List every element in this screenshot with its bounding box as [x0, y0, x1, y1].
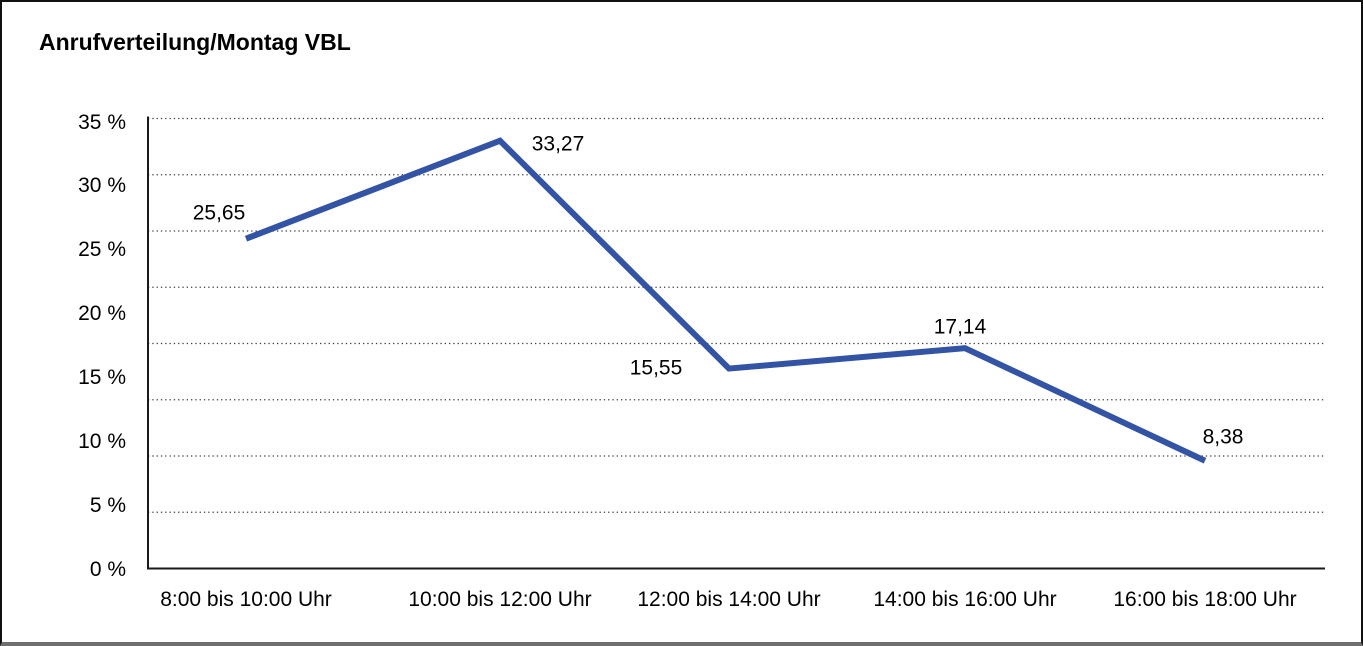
- chart-title: Anrufverteilung/Montag VBL: [39, 29, 351, 55]
- y-axis-tick-label: 0 %: [89, 557, 126, 581]
- data-point-label: 25,65: [192, 201, 246, 225]
- x-axis-category-label: 8:00 bis 10:00 Uhr: [160, 587, 332, 611]
- y-axis-tick-label: 30 %: [78, 174, 126, 198]
- y-axis-tick-label: 10 %: [78, 429, 126, 453]
- x-axis-category-label: 14:00 bis 16:00 Uhr: [873, 587, 1057, 611]
- data-series-line: [244, 137, 1207, 464]
- y-axis-tick-label: 20 %: [78, 302, 126, 326]
- x-axis-category-label: 16:00 bis 18:00 Uhr: [1113, 587, 1297, 611]
- y-axis-tick-label: 15 %: [78, 365, 126, 389]
- y-axis-tick-label: 5 %: [89, 493, 126, 517]
- data-point-label: 33,27: [531, 132, 585, 156]
- y-axis-tick-label: 35 %: [78, 110, 126, 134]
- data-point-label: 17,14: [933, 315, 987, 339]
- x-axis-category-label: 10:00 bis 12:00 Uhr: [408, 587, 592, 611]
- data-point-label: 15,55: [629, 356, 683, 380]
- data-point-label: 8,38: [1202, 425, 1244, 449]
- x-axis-category-label: 12:00 bis 14:00 Uhr: [637, 587, 821, 611]
- y-axis-tick-label: 25 %: [78, 238, 126, 262]
